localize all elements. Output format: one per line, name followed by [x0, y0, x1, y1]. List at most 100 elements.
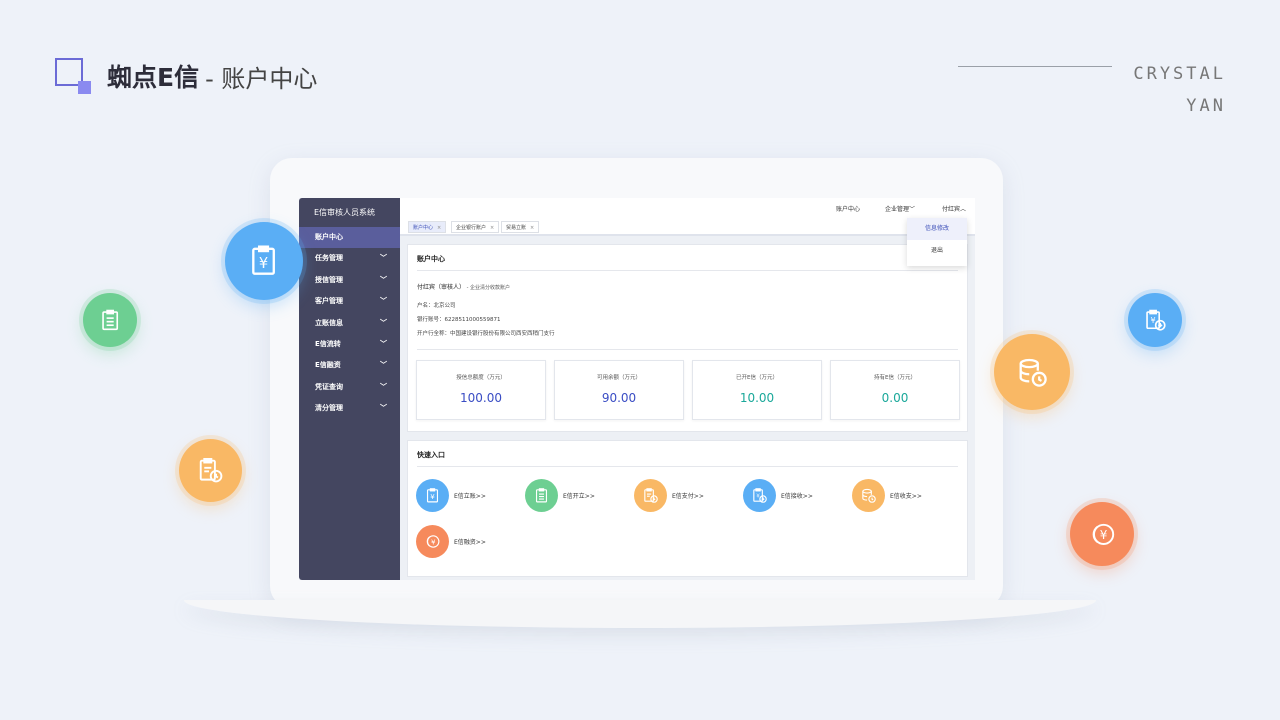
page-title: 蜘点E信	[107, 63, 200, 92]
sidebar-item-label: E信融资	[315, 361, 341, 370]
divider	[417, 270, 958, 271]
top-nav: 账户中心 企业管理﹀ 付红宾︿	[400, 198, 975, 218]
page-header: 蜘点E信 - 账户中心	[55, 58, 317, 94]
sidebar-item[interactable]: 任务管理 ﹀	[299, 248, 400, 269]
chevron-down-icon: ﹀	[380, 275, 387, 284]
coin-yen-icon: ¥	[416, 525, 449, 558]
sidebar-item-label: 客户管理	[315, 297, 343, 306]
coin-yen-icon: ¥	[1070, 502, 1134, 566]
nav-user-label: 付红宾	[942, 206, 961, 213]
page-subtitle: - 账户中心	[205, 64, 318, 93]
brand-divider	[958, 66, 1112, 67]
quick-entry-1[interactable]: ¥ E信立账>>	[416, 479, 486, 512]
sidebar-item[interactable]: 客户管理 ﹀	[299, 291, 400, 312]
tab[interactable]: 贸易立账 ×	[501, 221, 540, 233]
svg-text:¥: ¥	[756, 494, 760, 500]
user-type: - 企业清分收款账户	[465, 285, 510, 291]
sidebar-item-label: E信流转	[315, 339, 341, 348]
sidebar-item-label: 清分管理	[315, 404, 343, 413]
stat-label: 持有E信（万元）	[874, 375, 916, 381]
user-name: 付红宾（审核人）	[417, 284, 466, 291]
svg-text:¥: ¥	[431, 537, 436, 546]
nav-enterprise-label: 企业管理	[885, 206, 910, 213]
logo-mark	[55, 58, 91, 94]
stat-card: 持有E信（万元） 0.00	[830, 360, 960, 420]
chevron-down-icon: ﹀	[909, 206, 916, 213]
database-clock-icon	[852, 479, 885, 512]
chevron-down-icon: ﹀	[380, 339, 387, 348]
quick-entry-3[interactable]: E信支付>>	[634, 479, 704, 512]
menu-item-logout[interactable]: 退出	[930, 247, 943, 254]
quick-entry-6[interactable]: ¥ E信融资>>	[416, 525, 486, 558]
stat-card: 授信总额度（万元） 100.00	[416, 360, 546, 420]
divider	[417, 466, 958, 467]
stat-card: 可用余额（万元） 90.00	[554, 360, 684, 420]
quick-entry-5[interactable]: E信收支>>	[852, 479, 922, 512]
tab-bar: 账户中心 × 企业银行账户 × 贸易立账 ×	[400, 218, 975, 236]
document-icon	[83, 293, 137, 347]
sidebar-item[interactable]: 凭证查询 ﹀	[299, 377, 400, 398]
tab[interactable]: 账户中心 ×	[408, 221, 447, 233]
quick-entry-card: 快速入口 ¥ E信立账>> E信开立>> E信支付>> ¥ E信接收>> E信收支>> ¥ E信…	[407, 440, 968, 577]
system-title: E信审核人员系统	[314, 208, 376, 217]
tab[interactable]: 企业银行账户 ×	[451, 221, 500, 233]
sidebar-item[interactable]: 授信管理 ﹀	[299, 270, 400, 291]
document-clock-icon	[179, 439, 242, 502]
bank-name: 开户行全称：中国建设银行股份有限公司西安西稍门支行	[417, 331, 555, 337]
svg-text:¥: ¥	[1099, 528, 1107, 542]
nav-user-menu[interactable]: 付红宾︿	[942, 204, 966, 213]
chevron-up-icon: ︿	[960, 206, 967, 213]
yen-download-icon: ¥	[1128, 293, 1182, 347]
account-card-title: 账户中心	[417, 255, 445, 263]
quick-entry-label: E信支付>>	[672, 493, 704, 500]
tab-label: 账户中心	[413, 225, 434, 231]
nav-account-center[interactable]: 账户中心	[836, 206, 861, 213]
quick-entry-label: E信融资>>	[454, 539, 486, 546]
user-info: 付红宾（审核人） - 企业清分收款账户	[417, 282, 510, 291]
close-icon[interactable]: ×	[437, 225, 442, 231]
document-clock-icon	[634, 479, 667, 512]
brand-line-1: CRYSTAL	[1133, 64, 1226, 84]
brand-text: CRYSTAL YAN	[1133, 58, 1226, 122]
chevron-down-icon: ﹀	[380, 297, 387, 306]
sidebar-item[interactable]: 立账信息 ﹀	[299, 313, 400, 334]
yen-clipboard-icon: ¥	[416, 479, 449, 512]
laptop-base	[184, 600, 1096, 628]
sidebar-item-label: 任务管理	[315, 254, 343, 263]
stat-value: 10.00	[739, 391, 775, 405]
nav-enterprise-mgmt[interactable]: 企业管理﹀	[885, 204, 915, 213]
tab-label: 贸易立账	[506, 225, 527, 231]
quick-entry-label: E信立账>>	[454, 493, 486, 500]
quick-entry-4[interactable]: ¥ E信接收>>	[743, 479, 813, 512]
svg-text:¥: ¥	[1150, 315, 1155, 325]
menu-item-edit-info[interactable]: 信息修改	[907, 218, 967, 240]
quick-entry-2[interactable]: E信开立>>	[525, 479, 595, 512]
svg-text:¥: ¥	[259, 255, 268, 272]
user-dropdown: 信息修改 退出	[907, 218, 967, 266]
chevron-down-icon: ﹀	[380, 318, 387, 327]
sidebar-item[interactable]: E信融资 ﹀	[299, 355, 400, 376]
quick-entry-label: E信收支>>	[890, 493, 922, 500]
stat-label: 已开E信（万元）	[736, 375, 778, 381]
account-name: 户名：北京公司	[417, 303, 456, 309]
chevron-down-icon: ﹀	[380, 382, 387, 391]
database-clock-icon	[994, 334, 1070, 410]
stat-label: 授信总额度（万元）	[456, 375, 506, 381]
document-icon	[525, 479, 558, 512]
stat-value: 0.00	[881, 391, 909, 405]
sidebar-item[interactable]: 账户中心	[299, 227, 400, 249]
sidebar-item-label: 立账信息	[315, 318, 343, 327]
quick-entry-label: E信接收>>	[781, 493, 813, 500]
account-number: 银行账号：6228511000559871	[417, 317, 501, 323]
stat-label: 可用余额（万元）	[596, 375, 641, 381]
close-icon[interactable]: ×	[530, 225, 535, 231]
stat-value: 100.00	[460, 391, 502, 405]
quick-entry-label: E信开立>>	[563, 493, 595, 500]
app-screen: E信审核人员系统 账户中心 任务管理 ﹀ 授信管理 ﹀ 客户管理 ﹀ 立账信息 ﹀ E信流转 ﹀ E信…	[299, 198, 975, 580]
brand-line-2: YAN	[1186, 96, 1226, 116]
close-icon[interactable]: ×	[490, 225, 495, 231]
sidebar-item[interactable]: E信流转 ﹀	[299, 334, 400, 355]
stat-value: 90.00	[601, 391, 637, 405]
sidebar-item[interactable]: 清分管理 ﹀	[299, 398, 400, 419]
quick-entry-title: 快速入口	[417, 451, 445, 459]
